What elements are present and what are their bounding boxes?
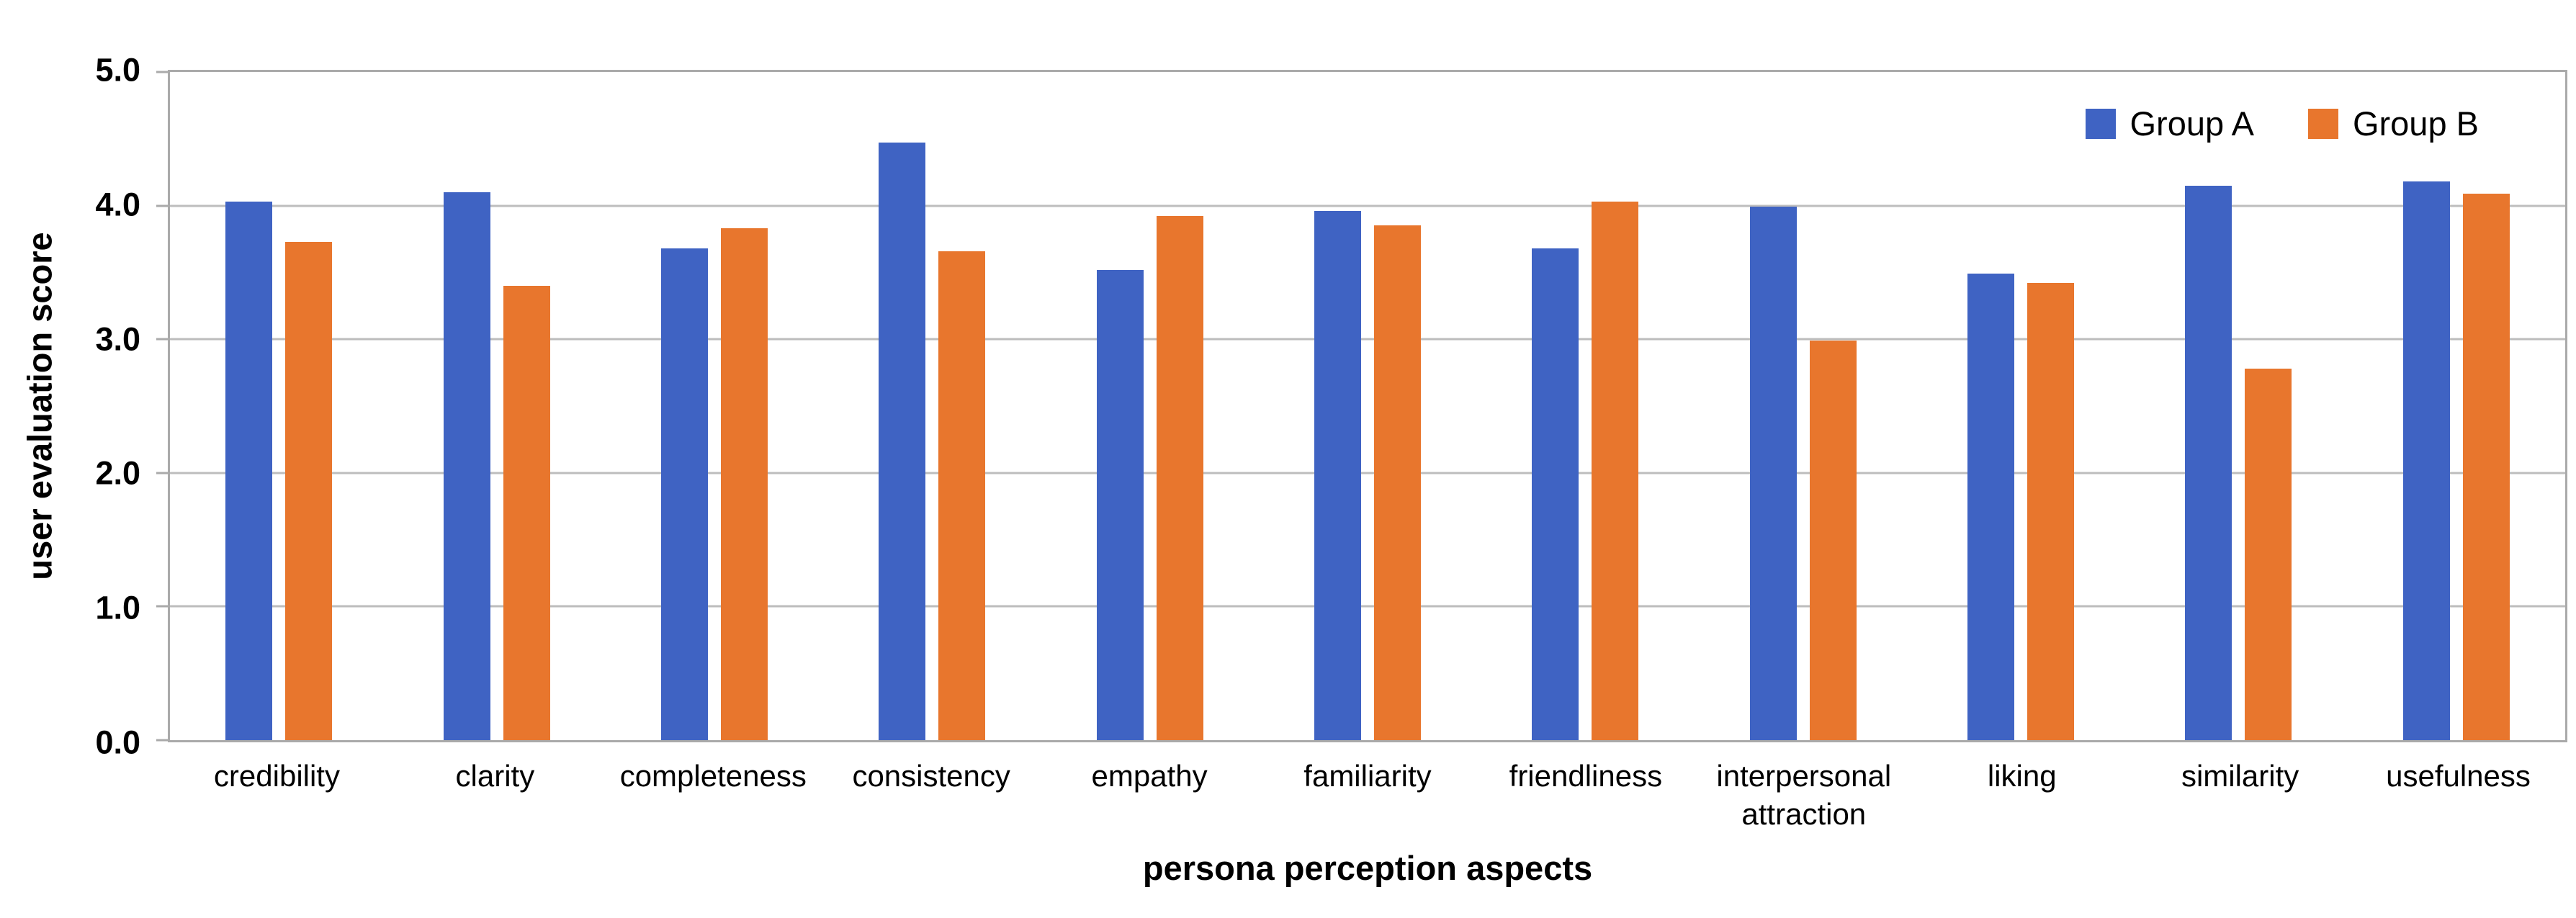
y-tickmark-4.0 bbox=[156, 204, 168, 207]
bar-group-b-consistency bbox=[938, 251, 986, 740]
bar-group-a-familiarity bbox=[1314, 211, 1361, 740]
bar-group-friendliness bbox=[1476, 72, 1694, 740]
plot-area: Group A Group B bbox=[156, 70, 2567, 742]
x-label-consistency: consistency bbox=[852, 759, 1010, 793]
legend-label-group-a: Group A bbox=[2130, 104, 2254, 143]
legend-item-group-a: Group A bbox=[2085, 104, 2254, 143]
x-label-liking: liking bbox=[1987, 759, 2057, 793]
y-tick-label-2.0: 2.0 bbox=[95, 454, 140, 492]
x-label-interpersonal-attraction: interpersonal attraction bbox=[1716, 759, 1892, 831]
bars-container bbox=[170, 72, 2565, 740]
bar-group-usefulness bbox=[2348, 72, 2565, 740]
bar-group-a-liking bbox=[1967, 274, 2015, 740]
gridline-1.0 bbox=[170, 605, 2565, 608]
bar-group-clarity bbox=[387, 72, 605, 740]
bar-group-credibility bbox=[170, 72, 387, 740]
y-tickmark-0.0 bbox=[156, 739, 168, 742]
x-label-completeness: completeness bbox=[619, 759, 807, 793]
x-label-credibility: credibility bbox=[213, 759, 340, 793]
x-axis-labels: credibility clarity completeness consistenc… bbox=[168, 757, 2567, 833]
y-tick-label-0.0: 0.0 bbox=[95, 724, 140, 761]
bar-group-b-interpersonal-attraction bbox=[1809, 341, 1857, 740]
gridline-2.0 bbox=[170, 472, 2565, 474]
bar-group-a-completeness bbox=[660, 248, 708, 740]
bar-group-liking bbox=[1912, 72, 2130, 740]
gridline-3.0 bbox=[170, 338, 2565, 341]
x-label-similarity: similarity bbox=[2181, 759, 2299, 793]
legend: Group A Group B bbox=[2085, 104, 2479, 143]
legend-item-group-b: Group B bbox=[2307, 104, 2479, 143]
bar-group-b-credibility bbox=[285, 241, 333, 740]
bar-group-b-completeness bbox=[720, 228, 768, 740]
bar-group-similarity bbox=[2130, 72, 2347, 740]
bar-group-a-usefulness bbox=[2402, 181, 2450, 740]
y-tickmark-1.0 bbox=[156, 605, 168, 608]
bar-group-a-friendliness bbox=[1532, 248, 1579, 740]
bar-group-b-liking bbox=[2027, 283, 2075, 740]
bar-group-a-interpersonal-attraction bbox=[1749, 207, 1797, 740]
y-tickmark-5.0 bbox=[156, 71, 168, 73]
bar-group-a-credibility bbox=[225, 202, 273, 740]
bar-group-b-friendliness bbox=[1592, 202, 1639, 740]
bar-group-b-familiarity bbox=[1373, 225, 1421, 740]
bar-group-b-empathy bbox=[1156, 216, 1203, 740]
bar-group-b-similarity bbox=[2245, 369, 2292, 740]
y-tick-label-1.0: 1.0 bbox=[95, 589, 140, 626]
legend-swatch-group-b bbox=[2307, 108, 2338, 139]
legend-label-group-b: Group B bbox=[2352, 104, 2479, 143]
bar-group-a-similarity bbox=[2185, 185, 2232, 740]
y-axis-ticks: 0.0 1.0 2.0 3.0 4.0 5.0 bbox=[0, 54, 148, 759]
bar-group-a-clarity bbox=[443, 192, 490, 740]
y-tickmark-3.0 bbox=[156, 338, 168, 341]
x-axis-title: persona perception aspects bbox=[1142, 849, 1593, 887]
x-label-usefulness: usefulness bbox=[2386, 759, 2531, 793]
y-tick-label-4.0: 4.0 bbox=[95, 186, 140, 223]
bar-group-familiarity bbox=[1259, 72, 1476, 740]
bar-group-interpersonal-attraction bbox=[1695, 72, 1912, 740]
x-label-familiarity: familiarity bbox=[1303, 759, 1432, 793]
bar-group-consistency bbox=[823, 72, 1041, 740]
x-label-friendliness: friendliness bbox=[1509, 759, 1663, 793]
bar-group-b-usefulness bbox=[2462, 193, 2510, 740]
bar-group-empathy bbox=[1041, 72, 1258, 740]
bar-group-a-empathy bbox=[1096, 269, 1144, 740]
bar-group-a-consistency bbox=[879, 143, 926, 740]
y-tickmark-2.0 bbox=[156, 472, 168, 474]
y-tick-label-5.0: 5.0 bbox=[95, 51, 140, 89]
bar-group-b-clarity bbox=[503, 285, 550, 740]
legend-swatch-group-a bbox=[2085, 108, 2116, 139]
y-tick-label-3.0: 3.0 bbox=[95, 320, 140, 358]
bar-group-completeness bbox=[606, 72, 823, 740]
x-label-clarity: clarity bbox=[455, 759, 535, 793]
gridline-4.0 bbox=[170, 204, 2565, 207]
x-label-empathy: empathy bbox=[1091, 759, 1208, 793]
